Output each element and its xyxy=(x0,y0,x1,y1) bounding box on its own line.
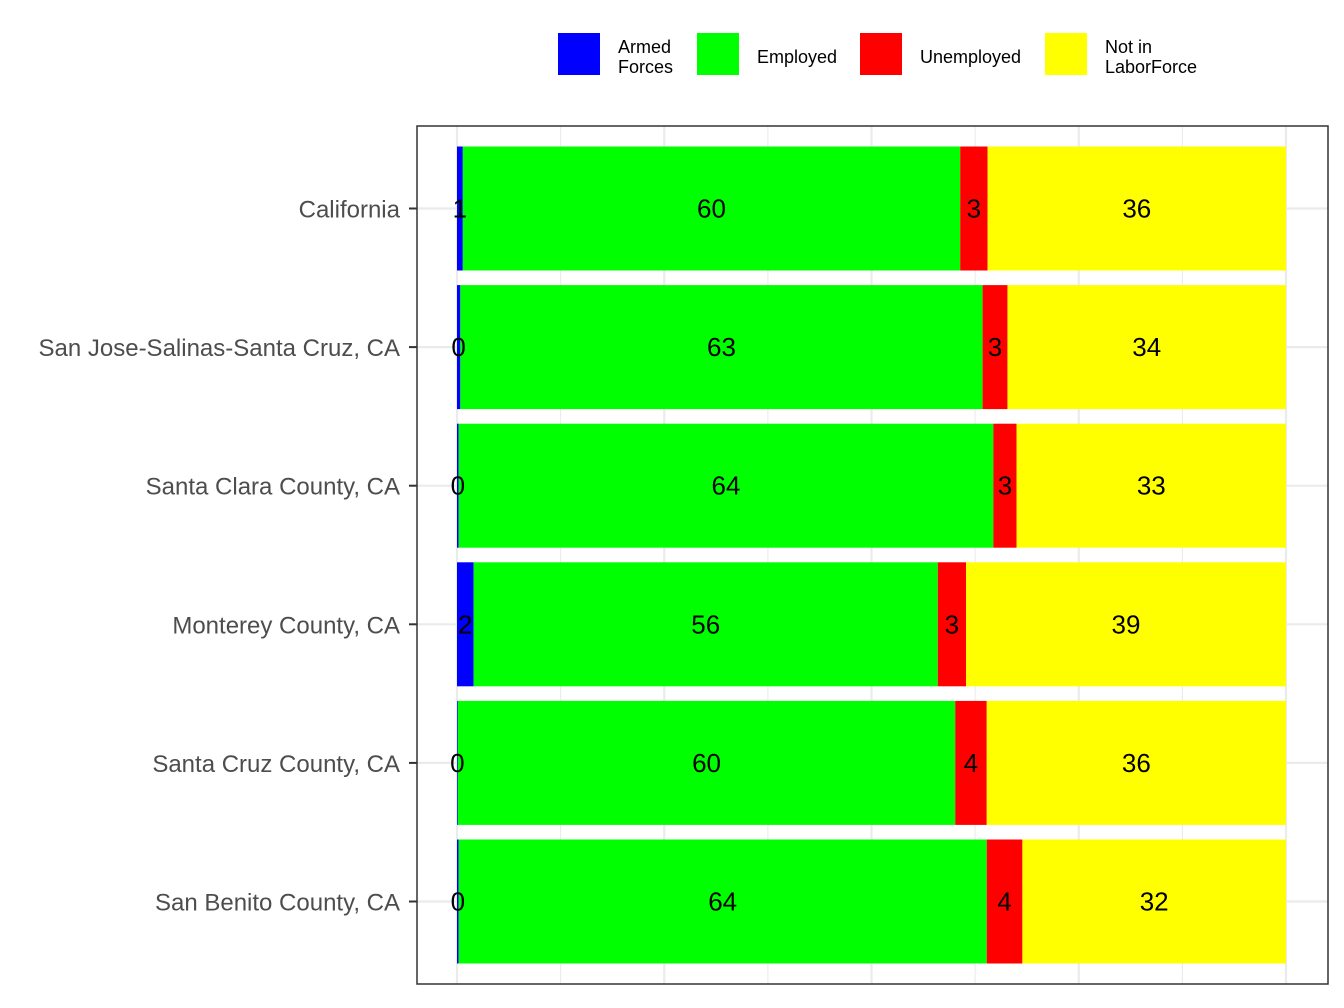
legend-label: Forces xyxy=(618,57,673,77)
data-label: 4 xyxy=(997,887,1011,917)
bar-employed xyxy=(458,839,987,964)
bar-armed-forces xyxy=(457,839,459,964)
legend-label: Not in xyxy=(1105,37,1152,57)
bar-armed-forces xyxy=(457,423,459,548)
bar-employed xyxy=(462,146,961,271)
bar-employed xyxy=(473,562,938,687)
bar-not-in-laborforce xyxy=(1007,285,1286,410)
category-label: Santa Cruz County, CA xyxy=(152,751,400,778)
bar-not-in-laborforce xyxy=(987,146,1286,271)
bar-unemployed xyxy=(986,839,1023,964)
data-label: 3 xyxy=(945,609,959,639)
data-label: 3 xyxy=(998,471,1012,501)
category-label: California xyxy=(299,197,401,224)
data-label: 33 xyxy=(1137,471,1166,501)
data-label: 3 xyxy=(988,332,1002,362)
data-label: 64 xyxy=(708,887,737,917)
legend-key-not-in-laborforce xyxy=(1045,33,1087,75)
bar-not-in-laborforce xyxy=(1022,839,1286,964)
data-label: 34 xyxy=(1132,332,1161,362)
data-label: 36 xyxy=(1122,748,1151,778)
data-label: 4 xyxy=(964,748,978,778)
bar-employed xyxy=(458,423,994,548)
bars xyxy=(457,146,1286,964)
bar-employed xyxy=(457,700,956,825)
data-label: 3 xyxy=(967,194,981,224)
legend-key-armed-forces xyxy=(558,33,600,75)
bar-unemployed xyxy=(960,146,988,271)
data-label: 64 xyxy=(712,471,741,501)
data-label: 1 xyxy=(453,194,467,224)
bar-armed-forces xyxy=(457,146,463,271)
data-label: 36 xyxy=(1122,194,1151,224)
legend-key-unemployed xyxy=(860,33,902,75)
bar-armed-forces xyxy=(457,700,458,825)
category-label: Santa Clara County, CA xyxy=(146,474,400,501)
legend-label: Employed xyxy=(757,47,837,67)
legend-label: LaborForce xyxy=(1105,57,1197,77)
legend-label: Armed xyxy=(618,37,671,57)
bar-unemployed xyxy=(955,700,987,825)
bar-not-in-laborforce xyxy=(966,562,1286,687)
bar-armed-forces xyxy=(457,562,474,687)
y-axis: California San Jose-Salinas-Santa Cruz, C… xyxy=(39,197,417,917)
bar-unemployed xyxy=(993,423,1017,548)
bar-unemployed xyxy=(937,562,967,687)
bar-not-in-laborforce xyxy=(986,700,1286,825)
data-label: 60 xyxy=(697,194,726,224)
bar-unemployed xyxy=(982,285,1008,410)
bar-employed xyxy=(460,285,983,410)
data-label: 39 xyxy=(1112,609,1141,639)
data-label: 56 xyxy=(691,609,720,639)
data-label: 0 xyxy=(451,887,465,917)
category-label: San Jose-Salinas-Santa Cruz, CA xyxy=(39,335,401,362)
data-label: 0 xyxy=(451,471,465,501)
legend-key-employed xyxy=(697,33,739,75)
category-label: Monterey County, CA xyxy=(172,612,400,639)
data-label: 63 xyxy=(707,332,736,362)
plot-border xyxy=(416,125,1329,985)
bar-not-in-laborforce xyxy=(1016,423,1286,548)
data-label: 2 xyxy=(458,609,472,639)
data-label: 32 xyxy=(1140,887,1169,917)
data-label: 0 xyxy=(450,748,464,778)
data-labels: 1 60 3 360 63 3 340 64 3 332 56 3 390 60 4 360 64 4 32 xyxy=(450,194,1168,917)
bar-armed-forces xyxy=(457,285,461,410)
category-label: San Benito County, CA xyxy=(155,890,400,917)
legend-label: Unemployed xyxy=(920,47,1021,67)
data-label: 60 xyxy=(692,748,721,778)
data-label: 0 xyxy=(451,332,465,362)
